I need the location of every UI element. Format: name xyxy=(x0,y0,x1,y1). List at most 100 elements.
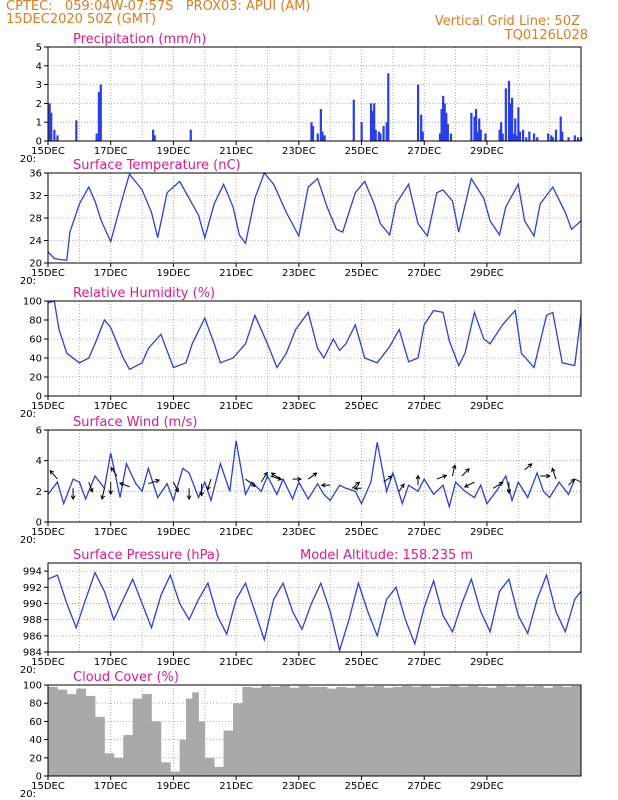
x-tick-label: 29DEC xyxy=(470,401,504,412)
x-tick-label: 17DEC xyxy=(94,527,128,538)
precip-bar xyxy=(438,133,442,141)
x-tick-label: 23DEC xyxy=(282,401,316,412)
panel-corner-label: 20: xyxy=(20,789,36,800)
precip-bar xyxy=(567,137,570,141)
panel-title: Cloud Cover (%) xyxy=(73,670,179,685)
precip-bar xyxy=(498,129,501,141)
x-tick-label: 19DEC xyxy=(157,146,191,157)
precip-bar xyxy=(442,95,445,141)
precip-bar xyxy=(509,103,512,141)
wind-arrow-head xyxy=(199,491,204,497)
wind-arrow xyxy=(383,475,393,483)
x-tick-label: 17DEC xyxy=(94,781,128,792)
cloud-cover-bar xyxy=(270,686,281,776)
y-tick-label: 4 xyxy=(36,456,42,467)
cloud-cover-bar xyxy=(104,753,115,776)
precip-bar xyxy=(316,133,319,141)
cloud-cover-bar xyxy=(232,703,243,776)
panel-frame xyxy=(47,429,582,523)
wind-arrow-head xyxy=(270,472,276,477)
series-line xyxy=(47,171,582,261)
series-line xyxy=(47,571,582,653)
precip-bar xyxy=(449,133,453,141)
x-tick-label: 19DEC xyxy=(157,527,191,538)
wind-arrow xyxy=(307,472,317,480)
cloud-cover-bar xyxy=(113,757,124,776)
precip-bar xyxy=(484,133,487,141)
precip-bar xyxy=(525,137,528,141)
panel-frame xyxy=(47,300,582,397)
precip-bar xyxy=(500,122,503,141)
panel-corner-label: 20: xyxy=(20,409,36,420)
y-tick-label: 40 xyxy=(29,354,42,365)
precip-bar xyxy=(374,129,377,141)
cloud-cover-bar xyxy=(439,686,450,776)
precip-bar xyxy=(474,109,478,141)
wind-arrow-head xyxy=(49,469,55,475)
precip-bar xyxy=(536,137,539,141)
x-tick-label: 17DEC xyxy=(94,146,128,157)
cloud-cover-bar xyxy=(132,698,143,776)
wind-arrow-head xyxy=(174,487,179,493)
precip-bar xyxy=(319,109,322,141)
cloud-cover-bar xyxy=(185,698,193,776)
cloud-cover-bar xyxy=(327,688,337,776)
wind-arrow-head xyxy=(155,478,161,484)
precip-bar xyxy=(379,133,382,141)
x-tick-label: 19DEC xyxy=(157,401,191,412)
precip-bar xyxy=(385,122,388,141)
wind-arrow xyxy=(110,467,118,477)
cloud-cover-bar xyxy=(179,739,187,776)
x-tick-label: 29DEC xyxy=(470,527,504,538)
precip-bar xyxy=(56,135,59,141)
x-tick-label: 15DEC xyxy=(31,527,65,538)
header-run-date: 15DEC2020 50Z (GMT) xyxy=(6,12,157,27)
wind-arrow-head xyxy=(110,466,115,472)
y-tick-label: 3 xyxy=(36,80,42,91)
cloud-cover-bar xyxy=(198,721,206,776)
wind-arrow xyxy=(148,479,160,485)
precip-bar xyxy=(440,109,443,141)
wind-arrow-head xyxy=(355,481,361,487)
y-tick-label: 984 xyxy=(23,648,42,659)
precip-bar xyxy=(573,135,576,141)
x-tick-label: 17DEC xyxy=(94,401,128,412)
y-tick-label: 36 xyxy=(29,169,42,180)
wind-arrow xyxy=(568,478,575,486)
y-tick-label: 2 xyxy=(36,99,42,110)
y-tick-label: 4 xyxy=(36,61,42,72)
panel-title: Surface Pressure (hPa) xyxy=(73,548,220,563)
cloud-cover-bar xyxy=(486,687,497,776)
wind-arrow-head xyxy=(527,463,533,468)
wind-arrow xyxy=(260,472,268,483)
precip-bar xyxy=(99,84,102,141)
wind-arrow xyxy=(551,468,557,480)
cloud-cover-bar xyxy=(48,686,58,776)
cloud-cover-bar xyxy=(280,685,290,776)
cloud-cover-bar xyxy=(468,685,478,776)
precip-bar xyxy=(528,131,531,141)
precip-bar xyxy=(310,122,313,141)
x-tick-label: 29DEC xyxy=(470,146,504,157)
x-tick-label: 21DEC xyxy=(219,781,253,792)
panel-frame xyxy=(47,684,582,777)
precip-bar xyxy=(554,129,558,141)
panel-corner-label: 20: xyxy=(20,535,36,546)
wind-arrow-head xyxy=(297,476,302,482)
cloud-cover-bar xyxy=(383,687,394,776)
y-tick-label: 20 xyxy=(29,373,42,384)
precip-bar xyxy=(97,92,100,141)
precip-bar xyxy=(373,103,376,141)
panel-title: Precipitation (mm/h) xyxy=(73,32,206,47)
precip-bar xyxy=(504,88,507,141)
y-tick-label: 0 xyxy=(36,137,42,148)
y-tick-label: 988 xyxy=(23,615,42,626)
precip-bar xyxy=(576,137,580,141)
y-tick-label: 32 xyxy=(29,191,42,202)
x-tick-label: 25DEC xyxy=(345,781,379,792)
panel-corner-label: 20: xyxy=(20,665,36,676)
panel-title: Surface Temperature (nC) xyxy=(73,158,241,173)
precip-bar xyxy=(446,124,449,141)
wind-arrow xyxy=(461,468,470,477)
